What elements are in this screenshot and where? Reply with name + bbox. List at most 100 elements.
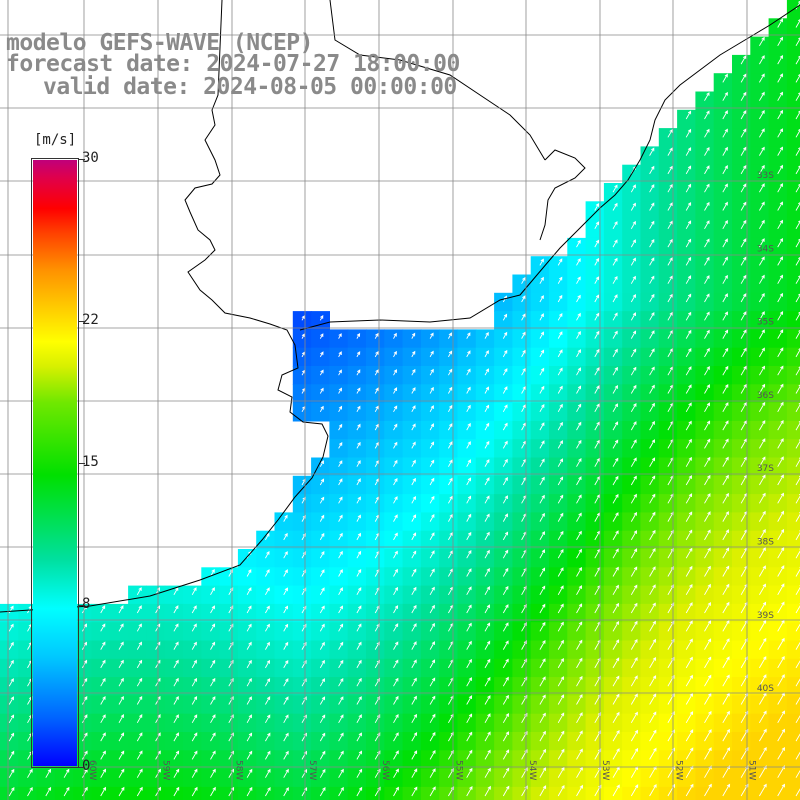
wind-arrow bbox=[704, 402, 710, 413]
wind-arrow bbox=[8, 732, 15, 742]
wind-arrow bbox=[795, 74, 800, 83]
wind-cell bbox=[732, 658, 751, 678]
wind-cell bbox=[219, 658, 239, 678]
wind-cell bbox=[475, 658, 495, 678]
wind-arrow bbox=[539, 512, 545, 522]
wind-cell bbox=[677, 109, 696, 129]
wind-arrow bbox=[649, 293, 655, 303]
wind-arrow bbox=[777, 274, 783, 284]
wind-cell bbox=[256, 713, 276, 733]
wind-cell bbox=[0, 750, 19, 770]
wind-cell bbox=[0, 786, 19, 800]
wind-arrow bbox=[667, 183, 673, 193]
wind-arrow bbox=[136, 623, 142, 632]
wind-cell bbox=[256, 567, 276, 587]
wind-arrow bbox=[484, 531, 490, 541]
wind-cell bbox=[640, 164, 660, 184]
wind-arrow bbox=[502, 458, 508, 467]
wind-cell bbox=[201, 622, 221, 642]
wind-cell bbox=[146, 768, 166, 788]
wind-arrow bbox=[704, 220, 710, 230]
wind-cell bbox=[786, 237, 800, 257]
wind-cell bbox=[366, 732, 385, 751]
wind-cell bbox=[622, 219, 642, 239]
wind-cell bbox=[128, 713, 147, 733]
wind-arrow bbox=[722, 73, 728, 83]
wind-arrow bbox=[795, 712, 800, 724]
wind-cell bbox=[494, 384, 513, 404]
wind-arrow bbox=[484, 422, 490, 431]
wind-cell bbox=[475, 695, 495, 715]
wind-arrow bbox=[576, 585, 582, 596]
wind-arrow bbox=[539, 313, 544, 321]
wind-cell bbox=[567, 658, 587, 678]
wind-arrow bbox=[191, 786, 198, 797]
wind-cell bbox=[311, 786, 330, 800]
wind-arrow bbox=[484, 495, 490, 504]
wind-cell bbox=[329, 677, 349, 696]
wind-arrow bbox=[630, 729, 638, 742]
wind-arrow bbox=[411, 477, 416, 486]
wind-arrow bbox=[484, 604, 490, 614]
wind-arrow bbox=[612, 403, 618, 413]
wind-arrow bbox=[685, 348, 692, 358]
wind-cell bbox=[713, 677, 733, 696]
wind-cell bbox=[457, 475, 477, 495]
wind-cell bbox=[677, 530, 696, 550]
wind-arrow bbox=[429, 622, 435, 632]
wind-cell bbox=[713, 420, 733, 440]
wind-arrow bbox=[722, 438, 729, 449]
wind-cell bbox=[750, 402, 770, 422]
wind-cell bbox=[677, 640, 696, 660]
wind-cell bbox=[567, 311, 587, 330]
wind-arrow bbox=[466, 658, 472, 669]
wind-arrow bbox=[118, 659, 124, 669]
wind-arrow bbox=[740, 311, 747, 321]
wind-arrow bbox=[795, 584, 800, 596]
wind-cell bbox=[768, 549, 788, 568]
wind-arrow bbox=[502, 331, 508, 339]
wind-arrow bbox=[82, 714, 88, 724]
wind-arrow bbox=[356, 605, 362, 614]
wind-cell bbox=[585, 640, 605, 660]
wind-arrow bbox=[795, 92, 800, 101]
wind-cell bbox=[732, 366, 751, 385]
wind-arrow bbox=[301, 696, 307, 705]
wind-arrow bbox=[557, 766, 565, 778]
wind-arrow bbox=[722, 201, 728, 211]
wind-arrow bbox=[685, 565, 693, 577]
wind-cell bbox=[603, 585, 623, 605]
wind-arrow bbox=[356, 750, 362, 760]
wind-cell bbox=[549, 750, 568, 770]
wind-cell bbox=[439, 786, 459, 800]
wind-arrow bbox=[649, 348, 655, 358]
wind-cell bbox=[622, 237, 642, 257]
wind-cell bbox=[18, 622, 38, 642]
wind-cell bbox=[347, 567, 367, 587]
wind-arrow bbox=[667, 348, 673, 358]
wind-arrow bbox=[283, 569, 288, 577]
wind-arrow bbox=[777, 601, 785, 614]
wind-arrow bbox=[557, 712, 565, 724]
wind-arrow bbox=[118, 605, 124, 614]
wind-cell bbox=[768, 768, 788, 788]
wind-cell bbox=[402, 549, 422, 568]
wind-cell bbox=[732, 73, 751, 93]
wind-cell bbox=[109, 622, 129, 642]
wind-cell bbox=[256, 640, 276, 660]
wind-arrow bbox=[136, 641, 142, 650]
wind-cell bbox=[457, 530, 477, 550]
wind-arrow bbox=[429, 332, 434, 339]
wind-cell bbox=[18, 695, 38, 715]
wind-cell bbox=[292, 603, 312, 623]
wind-arrow bbox=[759, 401, 766, 413]
wind-cell bbox=[677, 292, 696, 312]
colorbar-tick-mark bbox=[79, 159, 85, 160]
wind-cell bbox=[420, 347, 440, 367]
wind-cell bbox=[640, 549, 660, 568]
colorbar-tick-label: 22 bbox=[82, 312, 99, 329]
wind-cell bbox=[402, 658, 422, 678]
wind-arrow bbox=[539, 331, 544, 339]
wind-cell bbox=[658, 713, 678, 733]
wind-arrow bbox=[338, 605, 343, 614]
